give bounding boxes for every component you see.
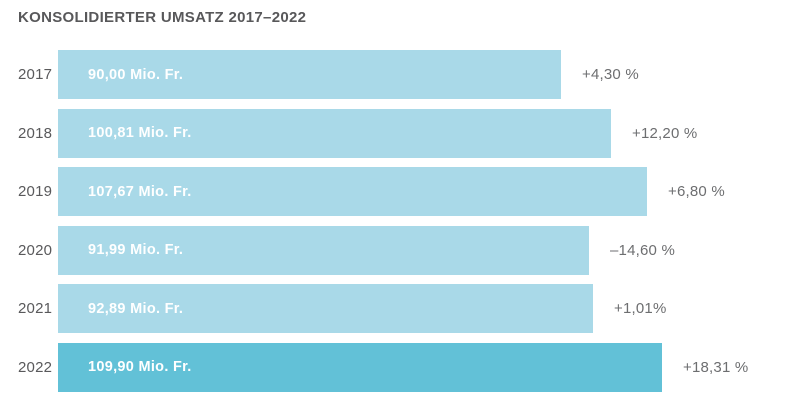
bar-track: 92,89 Mio. Fr. +1,01% <box>58 284 796 334</box>
bar-2018: 100,81 Mio. Fr. <box>58 108 611 158</box>
year-label: 2021 <box>18 300 53 318</box>
change-label: –14,60 % <box>610 241 675 259</box>
year-label: 2017 <box>18 66 53 83</box>
bar-track: 91,99 Mio. Fr. –14,60 % <box>58 225 796 275</box>
year-label: 2022 <box>18 358 53 376</box>
bar-row-2021: 2021 92,89 Mio. Fr. +1,01% <box>0 284 796 334</box>
bar-value-label: 109,90 Mio. Fr. <box>88 359 192 376</box>
change-label: +12,20 % <box>632 124 698 142</box>
change-label: +18,31 % <box>683 358 749 376</box>
change-label: +1,01% <box>614 300 667 318</box>
bar-value-label: 90,00 Mio. Fr. <box>88 66 184 83</box>
bar-value-label: 100,81 Mio. Fr. <box>88 125 192 142</box>
bar-track: 90,00 Mio. Fr. +4,30 % <box>58 50 796 99</box>
bar-2021: 92,89 Mio. Fr. <box>58 284 593 334</box>
chart-title: KONSOLIDIERTER UMSATZ 2017–2022 <box>18 9 307 26</box>
bar-track: 107,67 Mio. Fr. +6,80 % <box>58 167 796 217</box>
bar-track: 109,90 Mio. Fr. +18,31 % <box>58 342 796 392</box>
change-label: +6,80 % <box>668 183 725 201</box>
bar-value-label: 91,99 Mio. Fr. <box>88 242 184 259</box>
bar-row-2018: 2018 100,81 Mio. Fr. +12,20 % <box>0 108 796 158</box>
bar-2017: 90,00 Mio. Fr. <box>58 50 561 99</box>
bar-2022: 109,90 Mio. Fr. <box>58 342 662 392</box>
change-label: +4,30 % <box>582 66 639 83</box>
bar-row-2017: 2017 90,00 Mio. Fr. +4,30 % <box>0 50 796 99</box>
year-label: 2019 <box>18 183 53 201</box>
bar-row-2020: 2020 91,99 Mio. Fr. –14,60 % <box>0 225 796 275</box>
year-label: 2018 <box>18 124 53 142</box>
bar-2020: 91,99 Mio. Fr. <box>58 225 589 275</box>
bar-value-label: 107,67 Mio. Fr. <box>88 183 192 200</box>
bar-chart: 2017 90,00 Mio. Fr. +4,30 % 2018 100,81 … <box>0 50 796 392</box>
bar-row-2022: 2022 109,90 Mio. Fr. +18,31 % <box>0 342 796 392</box>
bar-track: 100,81 Mio. Fr. +12,20 % <box>58 108 796 158</box>
bar-2019: 107,67 Mio. Fr. <box>58 167 647 217</box>
bar-row-2019: 2019 107,67 Mio. Fr. +6,80 % <box>0 167 796 217</box>
bar-value-label: 92,89 Mio. Fr. <box>88 300 184 317</box>
year-label: 2020 <box>18 241 53 259</box>
